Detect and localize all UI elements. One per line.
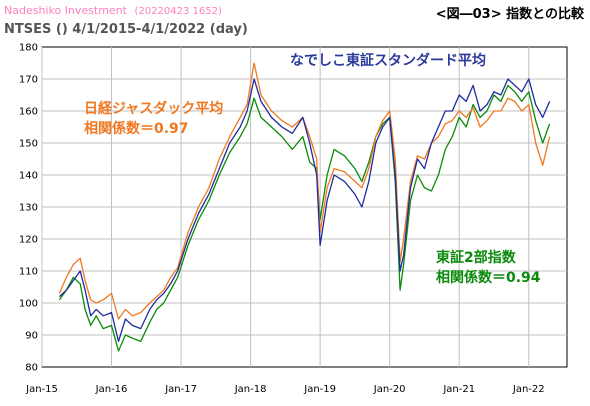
y-tick-label: 100 xyxy=(19,299,38,310)
y-tick-label: 90 xyxy=(25,331,38,342)
y-tick-label: 150 xyxy=(19,139,38,150)
x-tick-label: Jan-17 xyxy=(164,384,197,395)
x-tick-label: Jan-22 xyxy=(512,384,545,395)
y-tick-label: 130 xyxy=(19,203,38,214)
x-tick-label: Jan-19 xyxy=(303,384,336,395)
x-axis: Jan-15 Jan-16 Jan-17 Jan-18 Jan-19 Jan-20 Jan-… xyxy=(25,384,545,395)
brand-name: Nadeshiko Investment xyxy=(4,4,127,17)
chart-subtitle: NTSES () 4/1/2015-4/1/2022 (day) xyxy=(4,22,248,37)
chart-title: なでしこ東証スタンダード平均 xyxy=(290,52,486,69)
tse2-label: 東証2部指数 xyxy=(436,249,517,266)
y-axis: 80 90 100 110 120 130 140 150 160 170 180 xyxy=(19,43,38,374)
y-tick-label: 120 xyxy=(19,235,38,246)
jasdaq-correlation: 相関係数＝0.97 xyxy=(84,120,189,137)
x-tick-label: Jan-21 xyxy=(442,384,475,395)
y-tick-label: 80 xyxy=(25,363,38,374)
tse2-correlation: 相関係数＝0.94 xyxy=(436,269,541,286)
series-lines xyxy=(58,62,551,352)
figure-label: <図―03> 指数との比較 xyxy=(435,7,584,22)
jasdaq-label: 日経ジャスダック平均 xyxy=(84,100,223,117)
y-tick-label: 140 xyxy=(19,171,38,182)
x-tick-label: Jan-18 xyxy=(234,384,267,395)
brand-header: Nadeshiko Investment (20220423 1652) xyxy=(4,4,222,17)
x-tick-label: Jan-15 xyxy=(25,384,58,395)
timestamp: (20220423 1652) xyxy=(134,6,222,17)
x-tick-label: Jan-16 xyxy=(95,384,128,395)
x-tick-label: Jan-20 xyxy=(373,384,406,395)
y-tick-label: 110 xyxy=(19,267,38,278)
y-tick-label: 160 xyxy=(19,107,38,118)
nadeshiko-line xyxy=(58,78,551,343)
y-tick-label: 180 xyxy=(19,43,38,54)
y-tick-label: 170 xyxy=(19,75,38,86)
